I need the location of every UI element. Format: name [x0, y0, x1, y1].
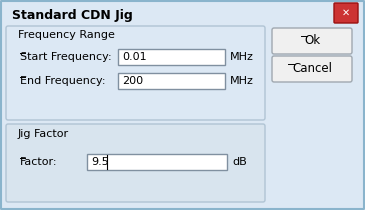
- Text: 200: 200: [122, 76, 143, 86]
- Text: Factor:: Factor:: [20, 157, 58, 167]
- Bar: [118, 49, 225, 65]
- Bar: [3, 3, 362, 27]
- FancyBboxPatch shape: [6, 124, 265, 202]
- Text: Ok: Ok: [304, 34, 320, 47]
- Text: 0.01: 0.01: [122, 52, 147, 62]
- FancyBboxPatch shape: [272, 28, 352, 54]
- Text: Jig Factor: Jig Factor: [18, 129, 69, 139]
- Bar: [118, 73, 225, 89]
- Text: MHz: MHz: [230, 76, 254, 86]
- FancyBboxPatch shape: [6, 26, 265, 120]
- Text: Cancel: Cancel: [292, 63, 332, 76]
- Text: 9.5: 9.5: [91, 157, 109, 167]
- Text: Start Frequency:: Start Frequency:: [20, 52, 112, 62]
- Text: End Frequency:: End Frequency:: [20, 76, 105, 86]
- Text: ✕: ✕: [342, 8, 350, 18]
- Text: Frequency Range: Frequency Range: [18, 30, 115, 40]
- Text: MHz: MHz: [230, 52, 254, 62]
- Text: Standard CDN Jig: Standard CDN Jig: [12, 8, 133, 21]
- FancyBboxPatch shape: [272, 56, 352, 82]
- FancyBboxPatch shape: [334, 3, 358, 23]
- Bar: [87, 154, 227, 170]
- Text: dB: dB: [232, 157, 247, 167]
